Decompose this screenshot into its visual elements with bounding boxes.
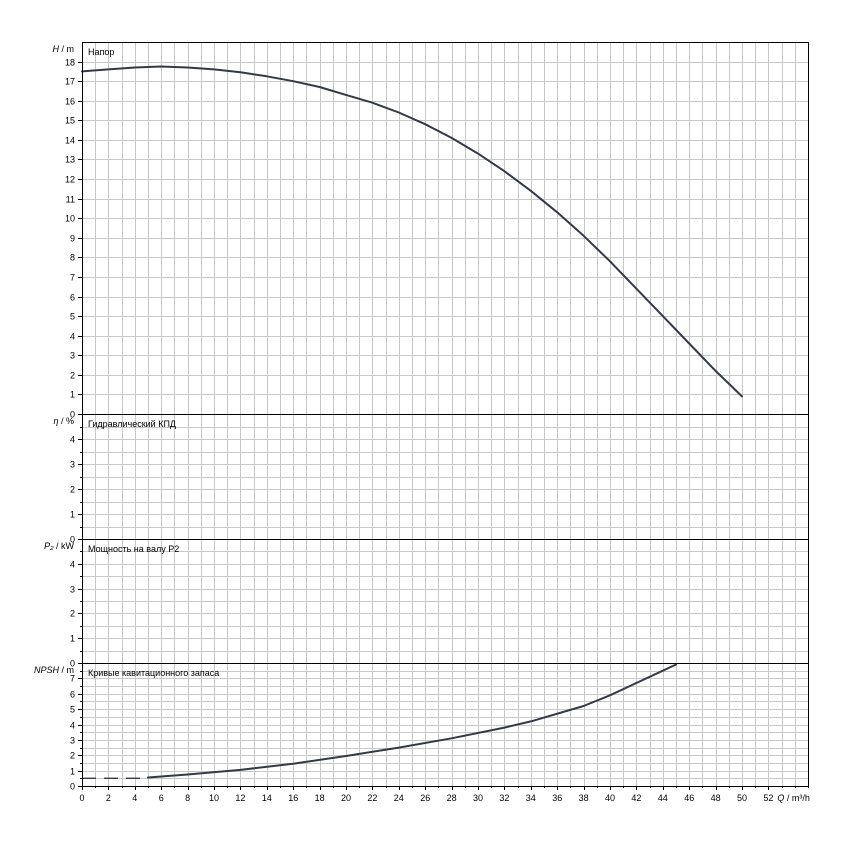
y-tick-label: 1 bbox=[70, 510, 75, 520]
x-tick-label: 34 bbox=[526, 793, 536, 803]
x-tick-label: 32 bbox=[499, 793, 509, 803]
x-tick-label: 44 bbox=[658, 793, 668, 803]
y-tick-label: 3 bbox=[70, 460, 75, 470]
x-tick-label: 6 bbox=[159, 793, 164, 803]
y-tick-label: 1 bbox=[70, 767, 75, 777]
x-tick-label: 16 bbox=[288, 793, 298, 803]
x-tick-label: 10 bbox=[209, 793, 219, 803]
y-tick-label: 1 bbox=[70, 634, 75, 644]
x-tick-label: 22 bbox=[367, 793, 377, 803]
y-tick-label: 18 bbox=[65, 58, 75, 68]
curve-npsh-solid bbox=[147, 663, 677, 779]
y-tick-label: 7 bbox=[70, 273, 75, 283]
x-tick-label: 4 bbox=[132, 793, 137, 803]
x-tick-label: 12 bbox=[235, 793, 245, 803]
x-tick-label: 2 bbox=[106, 793, 111, 803]
curve-head bbox=[81, 65, 743, 398]
x-tick-label: 0 bbox=[79, 793, 84, 803]
y-axis-label-power: P₂ / kW bbox=[44, 541, 74, 551]
x-tick-label: 46 bbox=[684, 793, 694, 803]
y-tick-label: 11 bbox=[66, 195, 75, 205]
y-tick-label: 17 bbox=[65, 77, 75, 87]
y-tick-label: 10 bbox=[65, 214, 75, 224]
y-tick-label: 0 bbox=[70, 410, 75, 420]
panel-frames bbox=[82, 42, 809, 787]
x-tick-label: 18 bbox=[315, 793, 325, 803]
x-tick-label: 30 bbox=[473, 793, 483, 803]
y-tick-label: 6 bbox=[70, 293, 75, 303]
y-tick-label: 2 bbox=[70, 371, 75, 381]
y-axis-label-head: H / m bbox=[53, 44, 75, 54]
panel-frame-npsh bbox=[82, 663, 809, 787]
x-tick-label: 20 bbox=[341, 793, 351, 803]
y-tick-label: 6 bbox=[70, 690, 75, 700]
x-tick-label: 8 bbox=[185, 793, 190, 803]
y-axis-label-npsh: NPSH / m bbox=[34, 665, 74, 675]
y-tick-label: 16 bbox=[65, 97, 75, 107]
y-tick-label: 15 bbox=[65, 116, 75, 126]
y-tick-label: 2 bbox=[70, 485, 75, 495]
y-tick-label: 5 bbox=[70, 705, 75, 715]
x-tick-label: 40 bbox=[605, 793, 615, 803]
x-tick-label: 26 bbox=[420, 793, 430, 803]
y-tick-label: 1 bbox=[70, 390, 75, 400]
y-tick-label: 2 bbox=[70, 609, 75, 619]
x-tick-label: 42 bbox=[631, 793, 641, 803]
axis-ticks bbox=[78, 62, 809, 790]
panel-title-npsh: Кривые кавитационного запаса bbox=[88, 668, 219, 678]
x-tick-label: 28 bbox=[447, 793, 457, 803]
y-tick-label: 0 bbox=[70, 535, 75, 545]
x-axis-label: Q / m³/h bbox=[777, 793, 810, 803]
x-tick-label: 36 bbox=[552, 793, 562, 803]
y-tick-label: 3 bbox=[70, 351, 75, 361]
x-tick-label: 38 bbox=[579, 793, 589, 803]
y-tick-label: 0 bbox=[70, 782, 75, 792]
y-tick-label: 4 bbox=[70, 721, 75, 731]
y-tick-label: 4 bbox=[70, 560, 75, 570]
y-tick-label: 13 bbox=[65, 155, 75, 165]
y-tick-label: 3 bbox=[70, 736, 75, 746]
x-tick-label: 50 bbox=[737, 793, 747, 803]
panel-title-head: Напор bbox=[88, 47, 114, 57]
y-tick-label: 4 bbox=[70, 332, 75, 342]
y-tick-label: 7 bbox=[70, 674, 75, 684]
x-tick-label: 14 bbox=[262, 793, 272, 803]
y-tick-label: 9 bbox=[70, 234, 75, 244]
y-tick-label: 0 bbox=[70, 659, 75, 669]
y-tick-label: 14 bbox=[65, 136, 75, 146]
panel-title-power: Мощность на валу P2 bbox=[88, 544, 179, 554]
y-tick-label: 4 bbox=[70, 435, 75, 445]
panel-frame-head bbox=[82, 42, 809, 415]
y-tick-label: 5 bbox=[70, 312, 75, 322]
y-tick-label: 12 bbox=[65, 175, 75, 185]
y-tick-label: 2 bbox=[70, 751, 75, 761]
x-tick-label: 52 bbox=[763, 793, 773, 803]
y-tick-label: 8 bbox=[70, 253, 75, 263]
curves bbox=[81, 65, 743, 779]
y-tick-label: 3 bbox=[70, 585, 75, 595]
y-axis-label-efficiency: η / % bbox=[53, 416, 74, 426]
x-tick-label: 48 bbox=[711, 793, 721, 803]
panel-title-efficiency: Гидравлический КПД bbox=[88, 419, 176, 429]
x-tick-label: 24 bbox=[394, 793, 404, 803]
